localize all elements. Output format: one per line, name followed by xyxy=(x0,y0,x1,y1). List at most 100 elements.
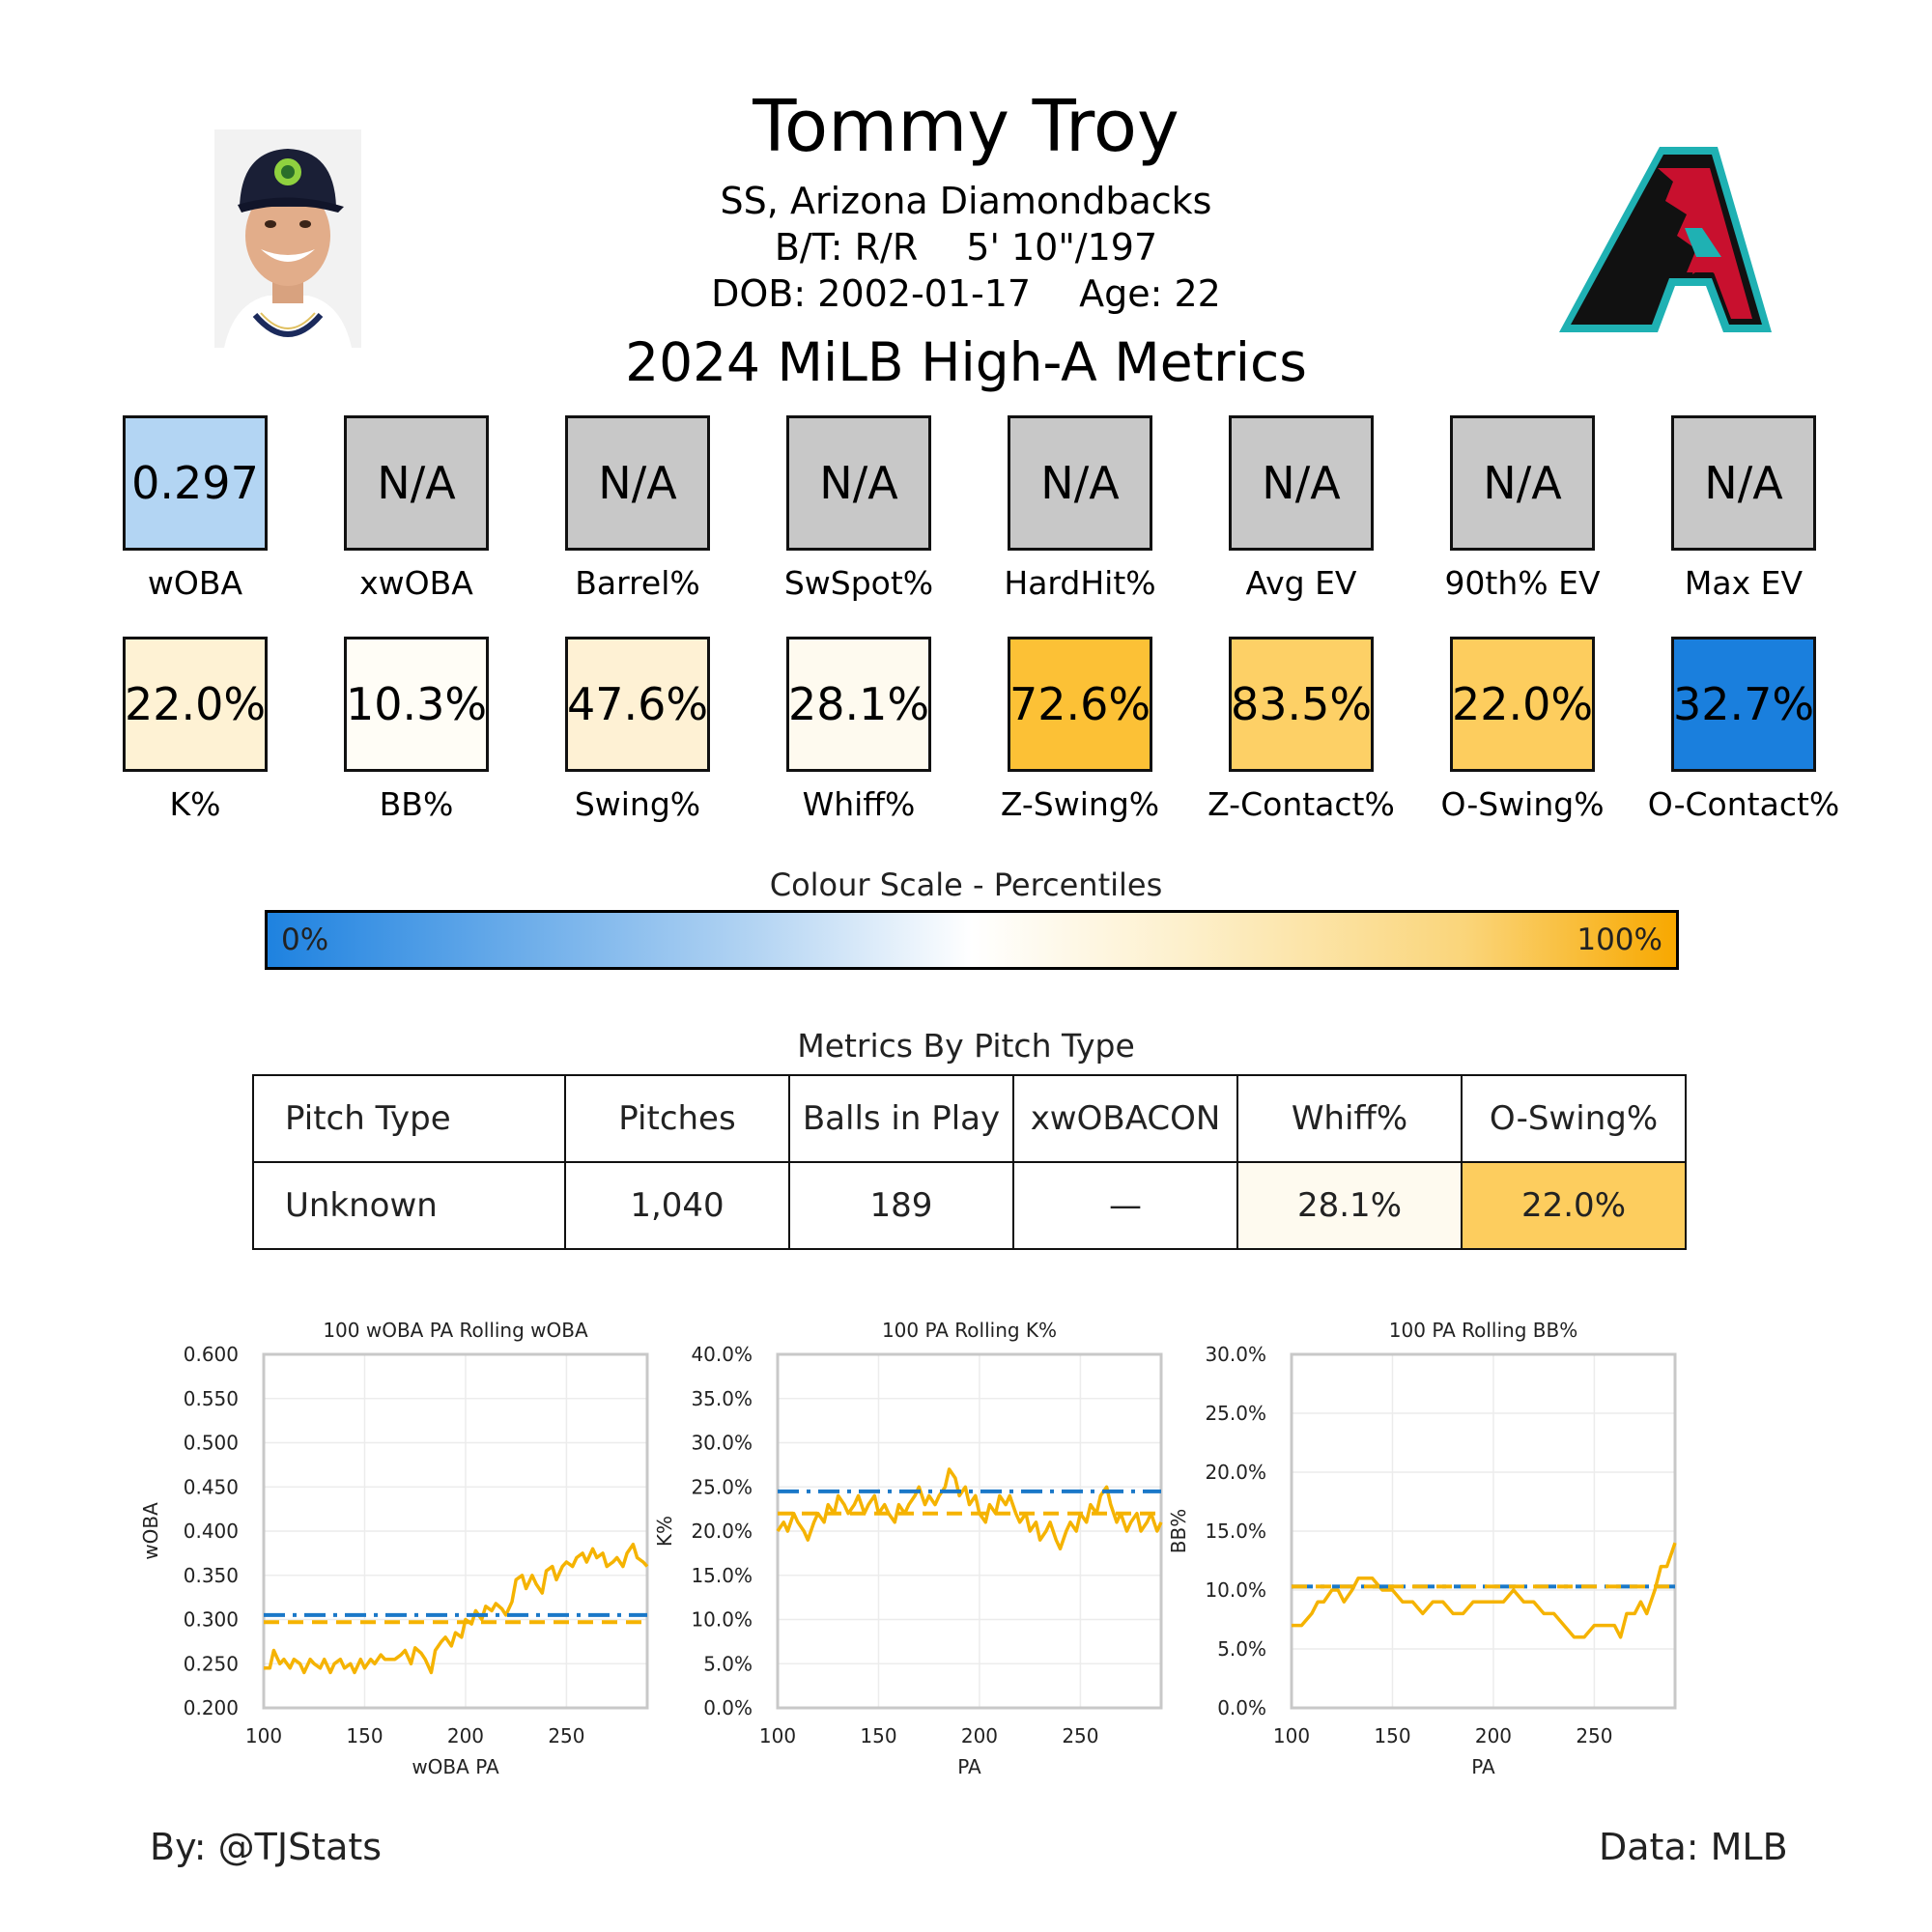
x-tick-label: 150 xyxy=(860,1724,896,1747)
x-tick-label: 250 xyxy=(1576,1724,1612,1747)
y-tick-label: 20.0% xyxy=(691,1520,753,1543)
stat-value-box: 0.297 xyxy=(123,415,268,551)
stat-value-box: 72.6% xyxy=(1008,637,1152,772)
credit-author: By: @TJStats xyxy=(150,1826,383,1868)
x-tick-label: 100 xyxy=(245,1724,282,1747)
x-tick-label: 250 xyxy=(1062,1724,1098,1747)
height-weight: 5' 10"/197 xyxy=(966,226,1158,269)
pitch-type-table: Pitch Type Pitches Balls in Play xwOBACO… xyxy=(252,1074,1687,1250)
colour-scale-max-label: 100% xyxy=(1577,923,1662,957)
rolling-series-line xyxy=(776,1467,1163,1551)
stat-value-box: 22.0% xyxy=(1450,637,1595,772)
stat-value-box: N/A xyxy=(344,415,489,551)
y-tick-label: 0.0% xyxy=(703,1696,753,1719)
x-tick-label: 200 xyxy=(447,1724,484,1747)
team-logo-icon xyxy=(1559,147,1772,332)
x-axis-label: wOBA PA xyxy=(412,1755,499,1778)
stat-value-box: N/A xyxy=(786,415,931,551)
y-tick-label: 15.0% xyxy=(691,1564,753,1587)
x-tick-label: 100 xyxy=(1273,1724,1310,1747)
stat-label: O-Swing% xyxy=(1440,785,1605,823)
y-tick-label: 0.450 xyxy=(184,1475,239,1498)
x-tick-label: 150 xyxy=(1374,1724,1410,1747)
stat-label: BB% xyxy=(379,785,454,823)
y-axis-label: BB% xyxy=(1167,1509,1190,1553)
player-headshot xyxy=(214,129,361,348)
position-team: SS, Arizona Diamondbacks xyxy=(720,180,1212,222)
table-header-cell: Pitch Type xyxy=(252,1074,566,1163)
table-header-cell: O-Swing% xyxy=(1461,1074,1687,1163)
table-cell: 189 xyxy=(788,1161,1014,1250)
stat-label: Barrel% xyxy=(575,564,700,602)
y-tick-label: 30.0% xyxy=(691,1432,753,1455)
y-tick-label: 0.250 xyxy=(184,1652,239,1675)
stat-label: Swing% xyxy=(574,785,701,823)
age: Age: 22 xyxy=(1079,272,1221,315)
plot-frame xyxy=(1290,1352,1677,1710)
stat-value-box: 83.5% xyxy=(1229,637,1374,772)
colour-scale-min-label: 0% xyxy=(281,923,329,957)
rolling-series-line xyxy=(1292,1542,1677,1639)
x-axis-label: PA xyxy=(957,1755,981,1778)
stat-value-box: N/A xyxy=(565,415,710,551)
stat-value-box: N/A xyxy=(1671,415,1816,551)
rolling-series-line xyxy=(264,1542,649,1675)
table-cell: 28.1% xyxy=(1236,1161,1463,1250)
stat-label: O-Contact% xyxy=(1647,785,1840,823)
y-tick-label: 10.0% xyxy=(1205,1578,1266,1602)
chart-title: 100 wOBA PA Rolling wOBA xyxy=(323,1319,588,1342)
credit-data-source: Data: MLB xyxy=(1599,1826,1788,1868)
table-row: Unknown 1,040 189 — 28.1% 22.0% xyxy=(252,1161,1687,1250)
y-tick-label: 35.0% xyxy=(691,1387,753,1410)
table-header-cell: Whiff% xyxy=(1236,1074,1463,1163)
stat-value-box: 10.3% xyxy=(344,637,489,772)
table-header-row: Pitch Type Pitches Balls in Play xwOBACO… xyxy=(252,1074,1687,1163)
y-tick-label: 0.600 xyxy=(184,1343,239,1366)
y-tick-label: 0.500 xyxy=(184,1432,239,1455)
table-cell: — xyxy=(1012,1161,1238,1250)
x-axis-label: PA xyxy=(1471,1755,1495,1778)
x-tick-label: 150 xyxy=(346,1724,383,1747)
plot-frame xyxy=(262,1352,649,1710)
table-header-cell: Pitches xyxy=(564,1074,790,1163)
table-cell: Unknown xyxy=(252,1161,566,1250)
y-tick-label: 25.0% xyxy=(1205,1402,1266,1425)
y-tick-label: 40.0% xyxy=(691,1343,753,1366)
chart-title: 100 PA Rolling K% xyxy=(882,1319,1057,1342)
x-tick-label: 200 xyxy=(961,1724,998,1747)
stat-label: Z-Contact% xyxy=(1208,785,1395,823)
stat-value-box: 22.0% xyxy=(123,637,268,772)
table-cell: 22.0% xyxy=(1461,1161,1687,1250)
stat-label: xwOBA xyxy=(359,564,473,602)
y-tick-label: 15.0% xyxy=(1205,1520,1266,1543)
y-tick-label: 0.200 xyxy=(184,1696,239,1719)
stat-label: Z-Swing% xyxy=(1000,785,1160,823)
stat-label: Max EV xyxy=(1684,564,1804,602)
stat-label: HardHit% xyxy=(1004,564,1156,602)
table-cell: 1,040 xyxy=(564,1161,790,1250)
y-tick-label: 0.0% xyxy=(1217,1696,1266,1719)
colour-scale-bar: 0% 100% xyxy=(265,910,1679,970)
y-tick-label: 5.0% xyxy=(703,1652,753,1675)
y-tick-label: 0.550 xyxy=(184,1387,239,1410)
stat-value-box: 28.1% xyxy=(786,637,931,772)
table-header-cell: xwOBACON xyxy=(1012,1074,1238,1163)
x-tick-label: 200 xyxy=(1475,1724,1512,1747)
x-tick-label: 100 xyxy=(759,1724,796,1747)
table-header-cell: Balls in Play xyxy=(788,1074,1014,1163)
bats-throws-height: B/T: R/R 5' 10"/197 xyxy=(0,224,1932,270)
stat-value-box: N/A xyxy=(1450,415,1595,551)
dob: DOB: 2002-01-17 xyxy=(711,272,1032,315)
stat-label: K% xyxy=(169,785,221,823)
colour-scale-title: Colour Scale - Percentiles xyxy=(769,867,1163,903)
y-tick-label: 30.0% xyxy=(1205,1343,1266,1366)
rolling-charts: 0.200 0.250 0.300 0.350 0.400 0.450 0.500 0.550… xyxy=(139,1319,1677,1778)
stat-value-box: N/A xyxy=(1229,415,1374,551)
stat-label: SwSpot% xyxy=(783,564,934,602)
y-tick-label: 0.350 xyxy=(184,1564,239,1587)
season-title: 2024 MiLB High-A Metrics xyxy=(625,331,1307,393)
chart-title: 100 PA Rolling BB% xyxy=(1389,1319,1577,1342)
stat-value-box: N/A xyxy=(1008,415,1152,551)
y-axis-label: K% xyxy=(653,1516,676,1547)
y-axis-label: wOBA xyxy=(139,1502,162,1560)
